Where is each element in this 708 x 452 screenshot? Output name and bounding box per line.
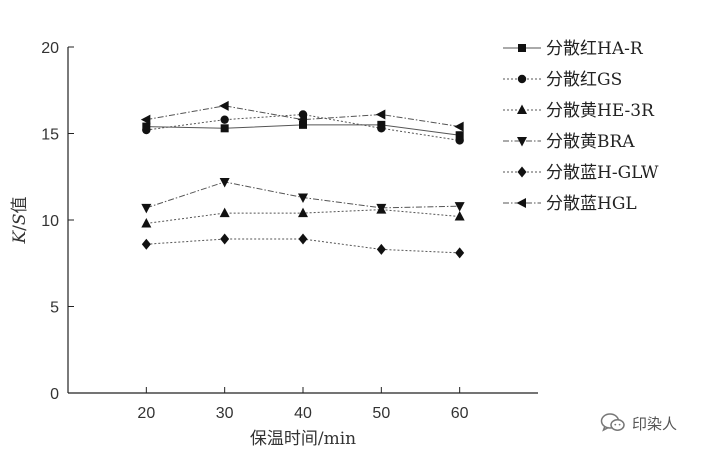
data-point <box>140 114 151 125</box>
data-point <box>454 121 464 132</box>
data-point <box>297 114 307 125</box>
data-point <box>141 203 152 214</box>
data-point <box>220 115 229 124</box>
y-axis-title-s: S <box>10 213 30 225</box>
watermark: 印染人 <box>600 410 677 436</box>
y-axis-title-k: K <box>10 230 30 245</box>
legend-item: 分散黄BRA <box>503 132 635 152</box>
plot-frame <box>67 47 538 394</box>
data-point <box>376 243 386 255</box>
data-point <box>219 100 229 111</box>
series-1 <box>142 120 464 140</box>
data-point <box>299 120 307 129</box>
series-3 <box>141 204 465 228</box>
data-point <box>455 247 465 259</box>
legend-label: 分散黄BRA <box>546 132 635 152</box>
series-2 <box>142 110 464 145</box>
legend-label: 分散蓝H-GLW <box>546 163 659 183</box>
data-point <box>455 131 464 140</box>
y-tick-label: 5 <box>50 300 59 317</box>
series-6 <box>140 100 464 132</box>
legend-marker <box>517 137 527 147</box>
legend-marker <box>517 104 527 114</box>
legend-label: 分散红GS <box>546 70 622 90</box>
y-axis-title-suffix: 值 <box>10 196 30 213</box>
data-point <box>455 136 464 145</box>
y-tick-label: 0 <box>50 386 59 403</box>
ticks: 20 30 40 50 60 0 5 10 15 20 <box>41 40 468 422</box>
series-4 <box>141 177 465 214</box>
legend-marker <box>516 198 526 208</box>
data-point <box>220 124 229 133</box>
data-point <box>454 211 465 221</box>
legend-label: 分散黄HE-3R <box>546 101 655 121</box>
data-point <box>141 238 151 250</box>
data-point <box>298 207 308 218</box>
y-axis-title-slash: / <box>10 225 30 231</box>
y-tick-label: 20 <box>41 40 59 57</box>
data-point <box>142 125 151 135</box>
legend-item: 分散红HA-R <box>503 39 644 59</box>
legend-marker <box>517 74 527 84</box>
wechat-bubble-icon <box>600 413 625 432</box>
y-axis-title: K/S值 <box>10 196 30 244</box>
y-tick-label: 15 <box>41 127 59 144</box>
data-point <box>298 193 308 204</box>
legend-marker <box>518 44 526 52</box>
y-tick-label: 10 <box>41 213 59 230</box>
legend-label: 分散红HA-R <box>546 39 644 59</box>
series-layer <box>140 100 465 259</box>
data-point <box>298 233 308 245</box>
data-point <box>375 109 386 120</box>
data-point <box>377 124 386 133</box>
x-tick-label: 20 <box>137 405 155 422</box>
data-point <box>454 202 465 212</box>
data-point <box>141 217 152 228</box>
legend-label: 分散蓝HGL <box>546 194 637 214</box>
watermark-text: 印染人 <box>632 414 678 433</box>
data-point <box>219 207 230 218</box>
x-tick-label: 50 <box>372 405 390 422</box>
legend-item: 分散红GS <box>503 70 622 90</box>
series-5 <box>141 233 465 259</box>
legend-item: 分散黄HE-3R <box>503 101 655 121</box>
data-point <box>376 203 387 214</box>
x-axis-title: 保温时间/min <box>250 429 356 449</box>
x-tick-label: 60 <box>451 405 469 422</box>
x-tick-label: 30 <box>216 405 234 422</box>
legend-item: 分散蓝HGL <box>503 194 637 214</box>
legend-item: 分散蓝H-GLW <box>503 163 659 183</box>
data-point <box>220 233 230 245</box>
legend: 分散红HA-R 分散红GS 分散黄HE-3R 分散黄BRA 分散蓝H-GLW 分散蓝HGL <box>503 39 659 214</box>
legend-marker <box>517 166 527 178</box>
data-point <box>219 177 230 188</box>
x-tick-label: 40 <box>294 405 312 422</box>
